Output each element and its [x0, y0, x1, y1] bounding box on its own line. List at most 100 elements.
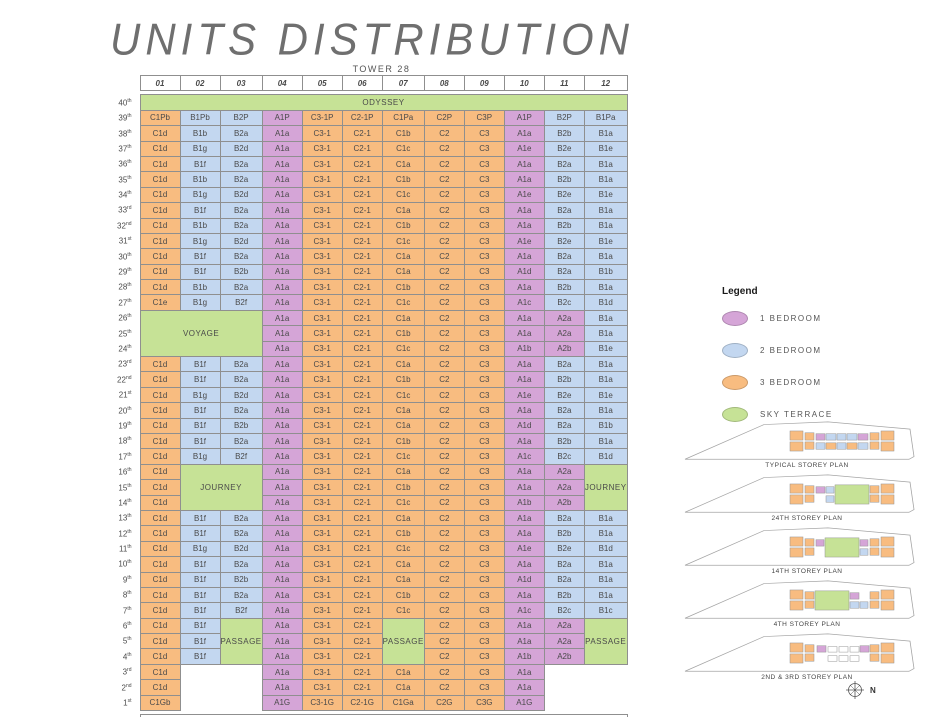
floor-row-9: 9th C1d B1f B2b A1a C3-1 C2-1 C1a C2 C3 A1d B2a B1a	[95, 571, 628, 588]
storey-plans: TYPICAL STOREY PLAN 24TH STOREY PLAN 14T…	[678, 420, 936, 685]
unit-cell: ODYSSEY	[139, 94, 628, 111]
unit-cell: C2-1	[341, 402, 383, 419]
unit-cell: C2-1	[341, 217, 383, 234]
unit-cell: B2b	[543, 171, 585, 188]
unit-cell: B1a	[583, 202, 628, 219]
unit-cell: B2e	[543, 140, 585, 157]
unit-cell: A2a	[543, 309, 585, 327]
unit-cell: B2a	[219, 171, 263, 188]
legend-item-1: 2 BEDROOM	[722, 343, 833, 358]
floor-label-11: 11th	[119, 544, 132, 554]
unit-cell: C2	[423, 232, 465, 250]
floor-label-13: 13th	[118, 513, 132, 523]
floor-label-37: 37th	[118, 143, 132, 154]
floor-row-20: 20th C1d B1f B2a A1a C3-1 C2-1 C1a C2 C3 A1a B2a B1a	[95, 402, 628, 419]
unit-cell: B2b	[543, 217, 585, 234]
unit-cell: VOYAGE	[139, 309, 263, 358]
unit-cell: A1a	[261, 509, 303, 527]
floor-label-23: 23rd	[118, 359, 132, 370]
unit-cell: C2-1G	[341, 694, 383, 712]
unit-cell: A1a	[503, 171, 545, 188]
unit-cell: C3-1	[301, 279, 343, 296]
unit-cell: A2b	[543, 494, 585, 511]
unit-cell: A1P	[261, 109, 303, 127]
unit-cell: B1a	[583, 586, 628, 604]
floor-label-3: 3rd	[122, 667, 132, 677]
unit-cell: C3	[463, 586, 505, 604]
floor-row-22: 22nd C1d B1f B2a A1a C3-1 C2-1 C1b C2 C3 A1a B2b B1a	[95, 371, 628, 388]
unit-cell: A1a	[503, 155, 545, 173]
unit-cell: C3	[463, 432, 505, 450]
unit-cell: C3-1	[301, 432, 343, 450]
unit-cell: C1c	[381, 294, 425, 311]
unit-cell: A1a	[261, 617, 303, 635]
unit-cell: C3-1	[301, 140, 343, 157]
unit-cell: C3-1	[301, 540, 343, 558]
unit-cell: PASSAGE	[381, 617, 425, 665]
unit-cell: C1b	[381, 586, 425, 604]
floor-label-29: 29th	[118, 267, 132, 277]
unit-cell: C2	[423, 186, 465, 204]
unit-cell: C2	[423, 356, 465, 373]
unit-cell: B2b	[543, 371, 585, 388]
unit-cell: B1b	[583, 263, 628, 281]
unit-cell: A2a	[543, 463, 585, 481]
unit-cell: C1d	[139, 125, 181, 142]
unit-cell: B2b	[219, 263, 263, 281]
unit-cell: C1Gb	[139, 694, 181, 712]
unit-cell: A1a	[261, 279, 303, 296]
unit-cell: C3-1	[301, 679, 343, 696]
floor-label-14: 14th	[118, 497, 132, 508]
unit-cell: B1f	[179, 586, 221, 604]
unit-cell: C1b	[381, 325, 425, 342]
unit-cell: C2	[423, 479, 465, 496]
north-label: N	[870, 685, 876, 695]
unit-cell: C3-1	[301, 571, 343, 588]
unit-cell: C3	[463, 279, 505, 296]
unit-cell: C1d	[139, 448, 181, 465]
unit-cell: C2	[423, 617, 465, 635]
column-header-07: 07	[381, 74, 425, 92]
unit-cell: C3-1	[301, 171, 343, 188]
unit-cell: C3	[463, 356, 505, 373]
unit-cell: B1a	[583, 171, 628, 188]
unit-cell: C2-1	[341, 140, 383, 157]
floor-row-26: 26th VOYAGE A1a C3-1 C2-1 C1a C2 C3 A1a A2a B1a	[95, 309, 628, 358]
unit-cell: C3P	[463, 109, 505, 127]
unit-cell: C2	[423, 463, 465, 481]
unit-cell: C3-1G	[301, 694, 343, 712]
unit-cell: B1e	[583, 186, 628, 204]
unit-cell: B1g	[179, 448, 221, 465]
unit-cell: C1c	[381, 140, 425, 157]
unit-cell: C2	[423, 325, 465, 342]
unit-cell: B1f	[179, 509, 221, 527]
unit-cell: B2a	[219, 509, 263, 527]
floor-label-5: 5th	[122, 636, 132, 647]
floor-row-39: 39th C1Pb B1Pb B2P A1P C3-1P C2-1P C1Pa C2P C3P A1…	[95, 109, 628, 127]
unit-cell: C2	[423, 248, 465, 265]
unit-cell: A1d	[503, 571, 545, 588]
unit-cell: C3	[463, 602, 505, 619]
floor-row-37: 37th C1d B1g B2d A1a C3-1 C2-1 C1c C2 C3 A1e B2e B1e	[95, 140, 628, 157]
unit-cell: C2-1	[341, 417, 383, 434]
unit-cell: C3-1	[301, 386, 343, 404]
floor-label-8: 8th	[122, 590, 132, 600]
unit-cell: A1a	[261, 340, 303, 358]
unit-cell: C3	[463, 617, 505, 635]
unit-cell: C2-1	[341, 556, 383, 573]
unit-cell: PASSAGE	[219, 617, 263, 665]
floor-label-18: 18th	[118, 436, 132, 446]
floor-row-21: 21st C1d B1g B2d A1a C3-1 C2-1 C1c C2 C3 A1e B2e B1e	[95, 386, 628, 404]
unit-cell: B2a	[543, 556, 585, 573]
unit-cell: B1b	[179, 125, 221, 142]
unit-cell: C2-1	[341, 602, 383, 619]
unit-cell: A1a	[503, 356, 545, 373]
unit-cell: B2f	[219, 448, 263, 465]
storey-plan-thumbnail-1: 24TH STOREY PLAN	[678, 473, 936, 522]
unit-cell: C1Ga	[381, 694, 425, 712]
unit-cell: A2a	[543, 633, 585, 650]
unit-cell: C2-1	[341, 186, 383, 204]
unit-cell: C1b	[381, 371, 425, 388]
unit-cell: B1f	[179, 417, 221, 434]
